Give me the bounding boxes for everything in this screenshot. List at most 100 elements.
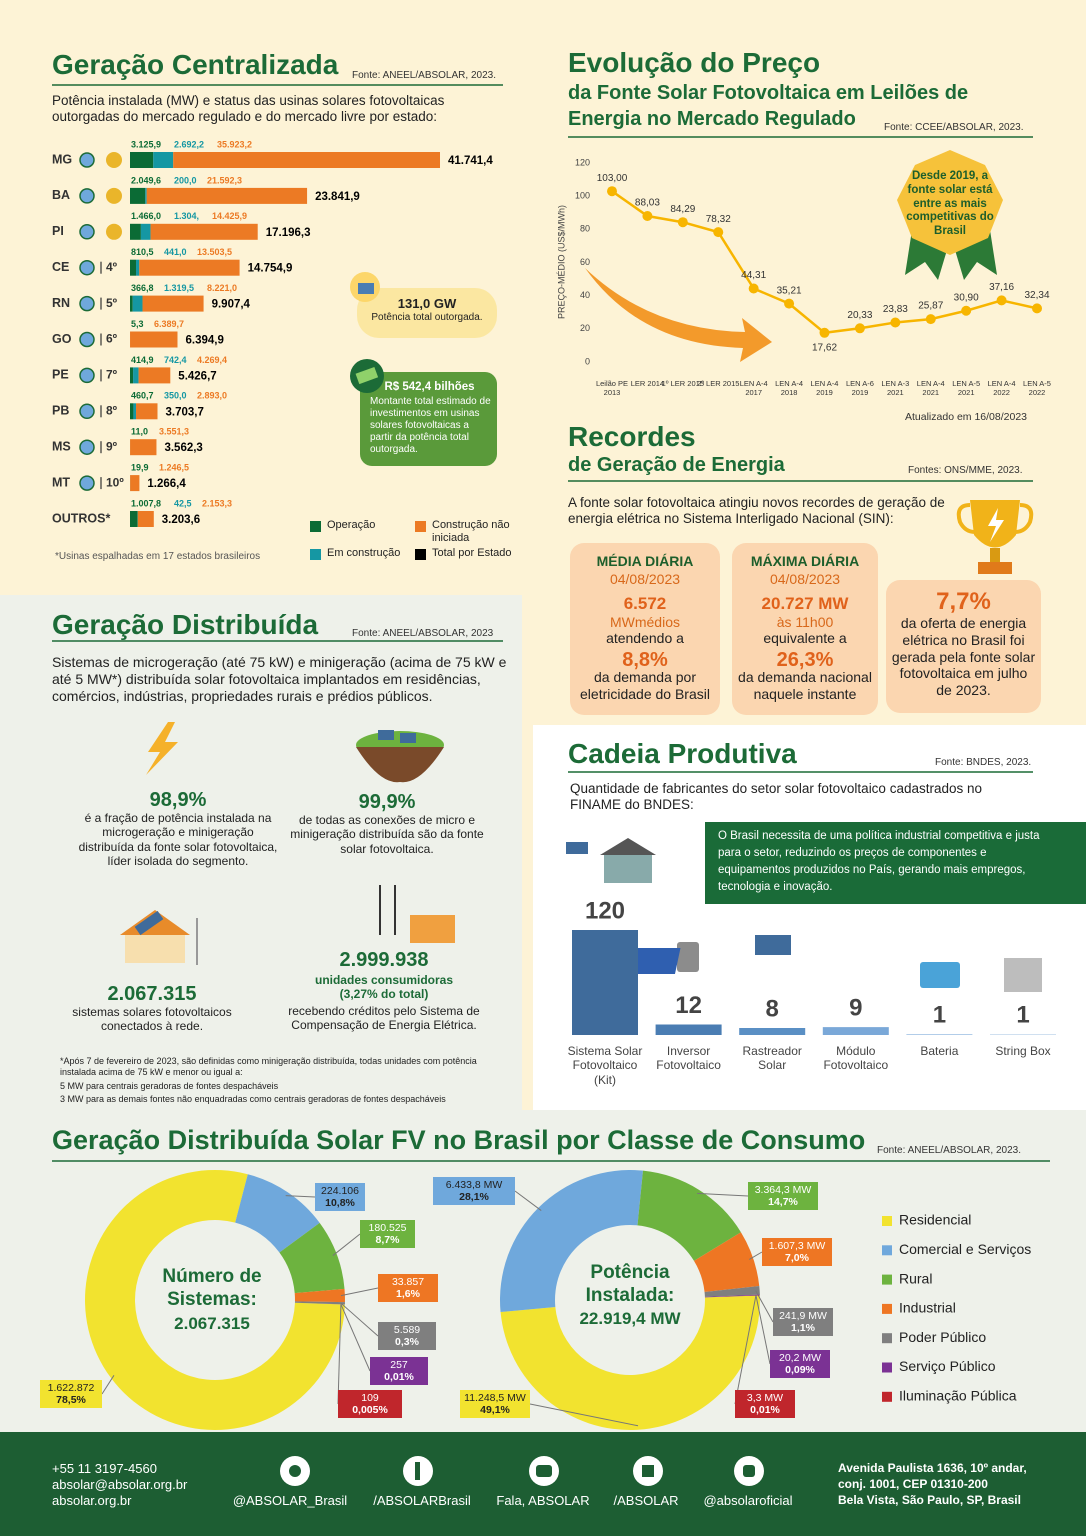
leader-line [529, 1403, 639, 1427]
card-connector: equivalente a [763, 630, 847, 646]
legend-swatch [310, 549, 321, 560]
record-card [732, 543, 878, 715]
x-tick-label: Inversor Fotovoltaico [656, 1044, 721, 1073]
x-tick-label: Leilão PE 2013 [595, 379, 629, 397]
bar [990, 1034, 1056, 1035]
label-box [370, 1357, 428, 1385]
legend-label: Em construção [327, 547, 401, 559]
total-label: 14.754,9 [248, 263, 293, 275]
state-label: MT [52, 475, 70, 489]
card-heading: MÉDIA DIÁRIA [596, 553, 694, 569]
rank-label: 10º [106, 475, 124, 489]
source: Fonte: ANEEL/ABSOLAR, 2023. [877, 1145, 1021, 1156]
x-tick-label: LEN A-4 2021 [916, 379, 945, 397]
slice-value-label: 1.622.872 [48, 1382, 95, 1394]
leader-line [734, 1295, 757, 1405]
section-subtitle: de Geração de Energia [568, 454, 785, 476]
bar-value-label: 13.503,5 [197, 247, 232, 257]
donut-slice [500, 1169, 644, 1313]
price-point [713, 227, 724, 238]
card-detail: da demanda nacional naquele instante [738, 669, 872, 702]
bar [906, 1034, 973, 1035]
bar [739, 1028, 806, 1035]
state-flag [79, 152, 95, 168]
price-point [748, 283, 759, 294]
medal [106, 223, 122, 240]
x-tick-label: LEN A-4 2018 [775, 379, 804, 397]
legend-swatch [415, 549, 426, 560]
phone: +55 11 3197-4560 [52, 1461, 157, 1476]
state-label: CE [52, 260, 69, 274]
bar-value-label: 2.893,0 [197, 391, 227, 401]
intro: A fonte solar fotovoltaica atingiu novos… [568, 495, 945, 527]
description: Potência instalada (MW) e status das usi… [52, 93, 445, 125]
bar-value-label: 21.592,3 [207, 175, 242, 185]
legend-label: Operação [327, 519, 376, 531]
bar-segment [138, 367, 171, 384]
address: Bela Vista, São Paulo, SP, Brasil [838, 1493, 1021, 1507]
donut-slice [294, 1302, 345, 1305]
legend-label: Construção não iniciada [432, 519, 510, 545]
rank-label: 4º [106, 260, 118, 274]
state-label: PB [52, 404, 69, 418]
legend-swatch [415, 521, 426, 532]
money-icon [355, 366, 379, 385]
y-tick-label: 60 [580, 257, 590, 267]
stat-text: sistemas solares fotovoltaicos conectado… [72, 1005, 232, 1034]
section-subtitle: da Fonte Solar Fotovoltaica em Leilões d… [568, 82, 969, 130]
island-icon [356, 730, 444, 783]
slice-value-label: 20,2 MW [779, 1352, 821, 1364]
card-value: 20.727 MW [761, 594, 849, 613]
card-detail: da oferta de energia elétrica no Brasil … [891, 615, 1036, 699]
slice-percent-label: 1,1% [791, 1322, 816, 1334]
slice-percent-label: 28,1% [459, 1191, 489, 1203]
bar-segment [153, 152, 174, 168]
bar-value-label: 3.125,9 [131, 139, 161, 149]
label-box [460, 1390, 530, 1418]
bar-segment [130, 475, 140, 492]
bar-value-label: 6.389,7 [154, 319, 184, 329]
bar-value-label: 4.269,4 [197, 355, 227, 365]
bar-value-label: 1 [933, 1001, 946, 1028]
value-label: 35,21 [777, 285, 802, 296]
y-tick-label: 100 [575, 191, 590, 201]
donut-title: Número de Sistemas: [162, 1266, 262, 1310]
card-heading: MÁXIMA DIÁRIA [750, 553, 860, 569]
rank-label: 5º [106, 296, 118, 310]
section-title: Recordes [568, 421, 696, 452]
x-tick-label: LEN A-3 2021 [881, 379, 910, 397]
slice-percent-label: 0,005% [352, 1404, 388, 1416]
donut-slice [704, 1295, 760, 1298]
value-label: 32,34 [1024, 290, 1049, 301]
legend-swatch [882, 1245, 892, 1256]
card-connector: atendendo a [606, 630, 684, 646]
callout-box [360, 372, 497, 466]
total-label: 3.203,6 [162, 514, 200, 526]
stat-value: 2.999.938 [339, 949, 429, 971]
donut-slice [500, 1295, 761, 1431]
badge [897, 150, 1003, 255]
state-flag [79, 259, 95, 276]
card-unit: MWmédios [609, 614, 680, 630]
footnote: 3 MW para as demais fontes não enquadrad… [60, 1094, 446, 1104]
card-unit: às 11h00 [776, 614, 834, 630]
card-date: 04/08/2023 [609, 571, 681, 587]
callout-label: Montante total estimado de investimentos… [370, 396, 491, 455]
state-flag [79, 439, 95, 455]
social-handle: /ABSOLAR [613, 1493, 679, 1508]
bar-segment [130, 511, 138, 527]
bar-value-label: 2.049,6 [131, 175, 161, 185]
bar-value-label: 5,3 [131, 319, 144, 329]
leader-line [340, 1304, 371, 1372]
total-label: 23.841,9 [315, 191, 360, 203]
state-label: OUTROS* [52, 511, 110, 525]
slice-value-label: 257 [390, 1359, 408, 1371]
legend-swatch [310, 521, 321, 532]
donut-slice [235, 1174, 320, 1253]
source: Fonte: ANEEL/ABSOLAR, 2023. [352, 70, 496, 81]
callout-label: Potência total outorgada. [371, 312, 483, 323]
module-icon [630, 948, 681, 974]
price-point [890, 317, 901, 328]
bar-value-label: 3.551,3 [159, 427, 189, 437]
bar-value-label: 460,7 [131, 391, 154, 401]
